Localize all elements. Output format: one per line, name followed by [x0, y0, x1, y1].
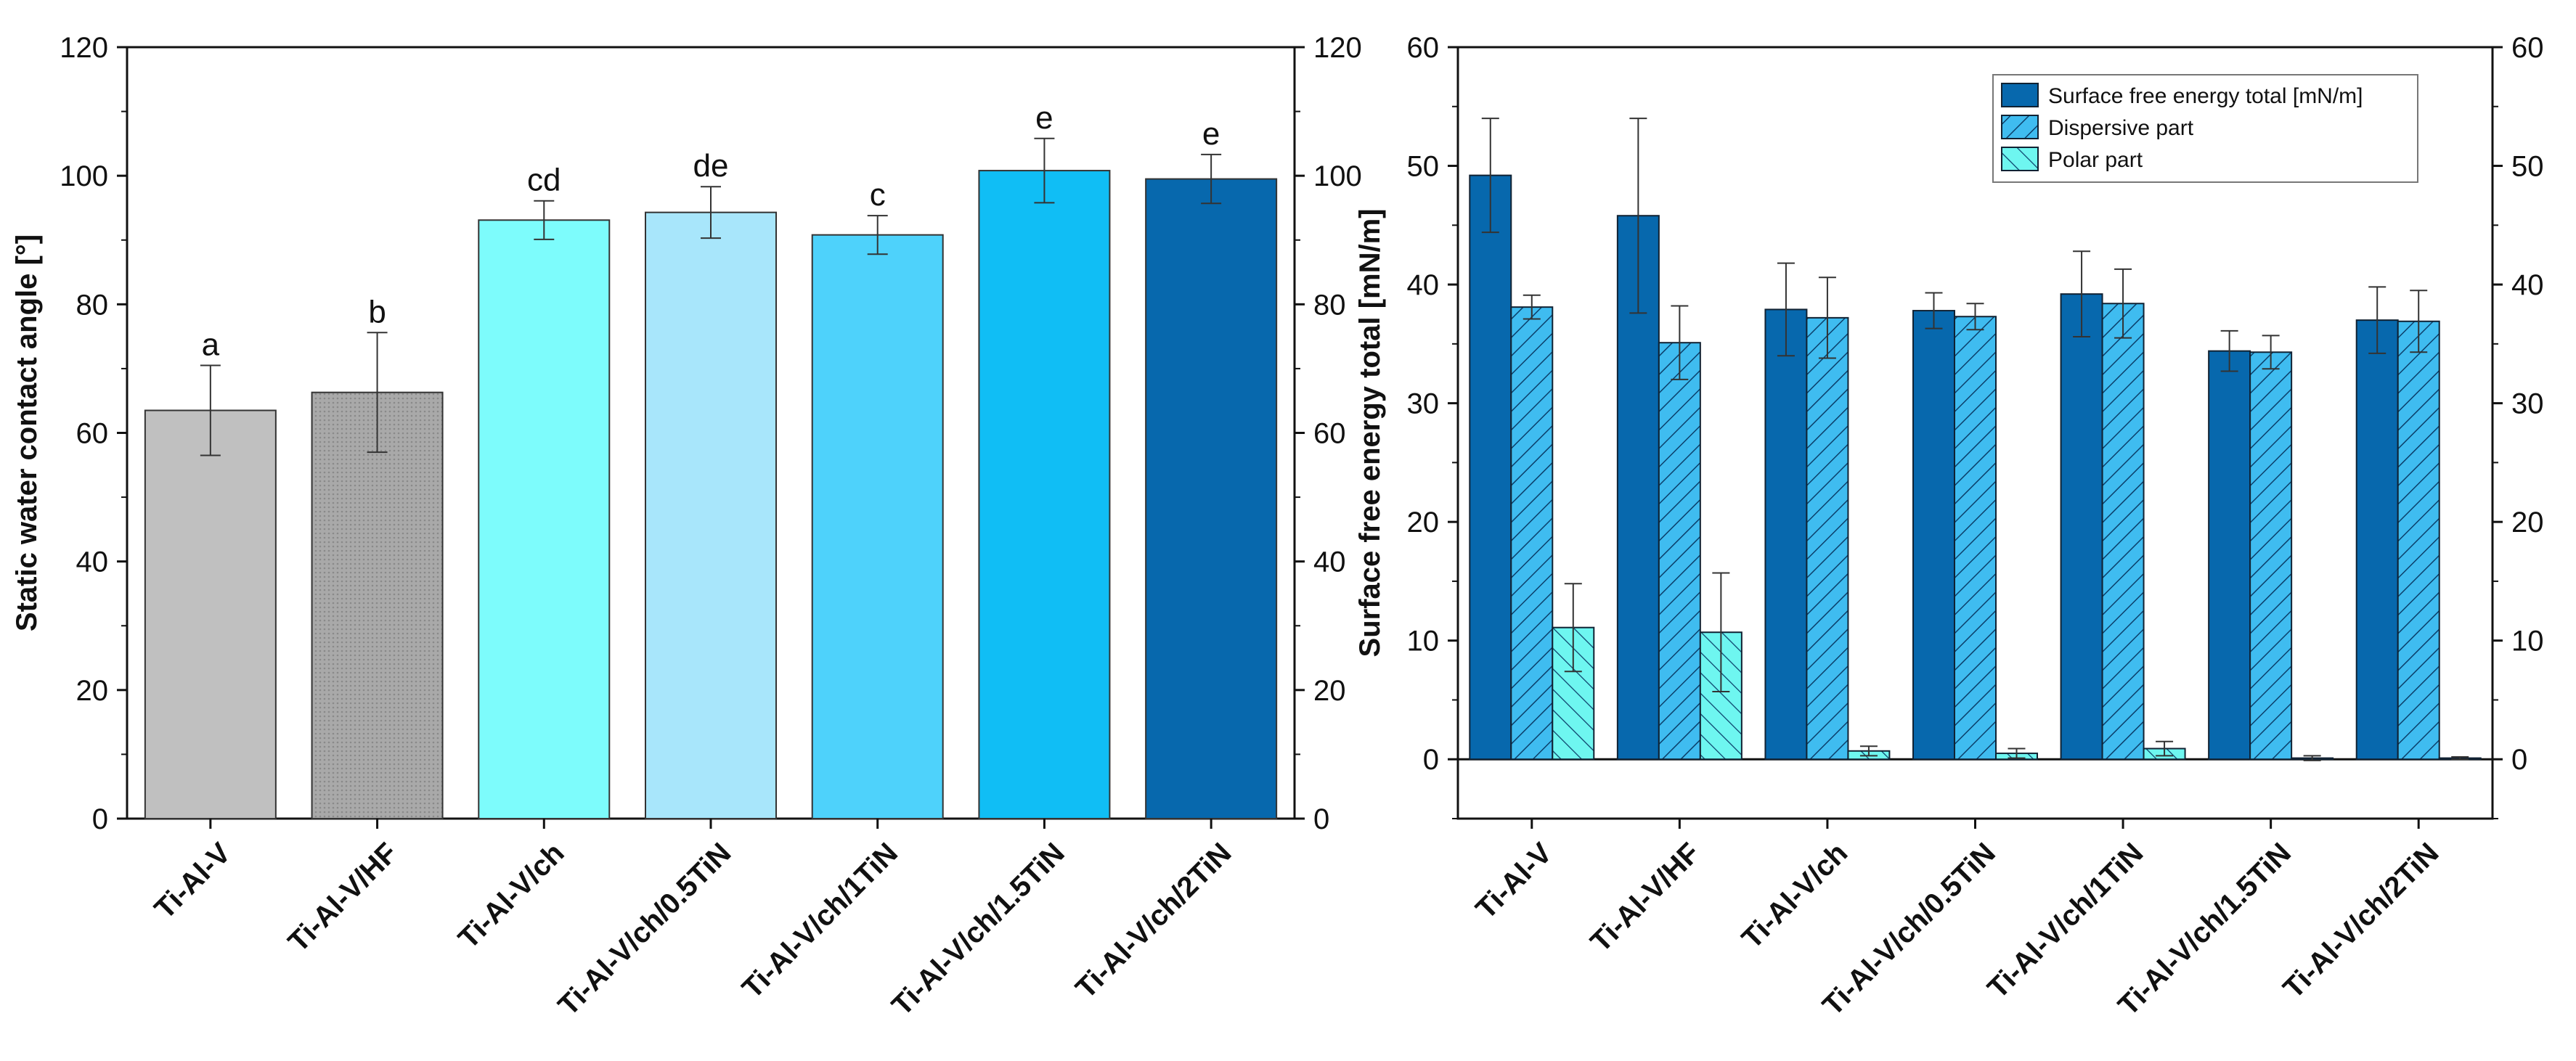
bar-dispersive-part-ti-al-v-hf — [1658, 342, 1701, 761]
significance-label-ti-al-v-ch-2tin: e — [1202, 116, 1220, 152]
legend-label-surface-free-energy-total-mn-m: Surface free energy total [mN/m] — [2048, 84, 2363, 108]
y-tick-label-right: 100 — [1313, 160, 1362, 192]
bar-surface-free-energy-total-mn-m-ti-al-v-ch-2tin — [2355, 319, 2399, 761]
y-tick-label-right: 80 — [1313, 289, 1346, 321]
bar-dispersive-part-ti-al-v — [1510, 306, 1554, 761]
y-tick-label-right: 30 — [2511, 388, 2544, 420]
y-tick-label-right: 60 — [2511, 32, 2544, 64]
x-tick-label-ti-al-v-ch-1-5tin: Ti-Al-V/ch/1.5TiN — [886, 837, 1071, 1022]
bar-surface-free-energy-total-mn-m-ti-al-v-ch-0-5tin — [1912, 310, 1955, 761]
legend-swatch-dispersive-part — [2001, 115, 2039, 139]
y-tick-label-right: 120 — [1313, 32, 1362, 64]
y-tick-label-left: 0 — [92, 803, 108, 835]
bar-surface-free-energy-total-mn-m-ti-al-v-ch-1-5tin — [2208, 350, 2251, 761]
y-tick-label-right: 40 — [2511, 269, 2544, 301]
legend: Surface free energy total [mN/m] Dispersi… — [1992, 74, 2418, 183]
bar-surface-free-energy-total-mn-m-ti-al-v-ch — [1764, 308, 1808, 761]
y-tick-label-left: 0 — [1423, 744, 1439, 776]
y-tick-label-left: 120 — [60, 32, 108, 64]
significance-label-ti-al-v-ch-0-5tin: de — [693, 148, 729, 184]
legend-swatch-surface-free-energy-total-mn-m — [2001, 83, 2039, 107]
y-tick-label-right: 60 — [1313, 418, 1346, 450]
legend-label-polar-part: Polar part — [2048, 148, 2143, 172]
significance-label-ti-al-v-ch: cd — [527, 163, 561, 198]
bar-dispersive-part-ti-al-v-ch-0-5tin — [1954, 316, 1997, 761]
x-tick-label-ti-al-v: Ti-Al-V — [148, 837, 237, 925]
x-tick-label-ti-al-v: Ti-Al-V — [1470, 837, 1558, 925]
bar-surface-free-energy-total-mn-m-ti-al-v — [1469, 174, 1512, 761]
significance-label-ti-al-v-ch-1-5tin: e — [1035, 100, 1053, 136]
bar-dispersive-part-ti-al-v-ch — [1806, 316, 1849, 761]
y-tick-label-left: 60 — [1407, 32, 1440, 64]
bar-ti-al-v-ch-2tin — [1145, 178, 1278, 820]
bar-ti-al-v-hf — [311, 391, 444, 819]
x-tick-label-ti-al-v-ch-2tin: Ti-Al-V/ch/2TiN — [1069, 837, 1237, 1004]
x-tick-label-ti-al-v-hf: Ti-Al-V/HF — [282, 837, 404, 958]
legend-label-dispersive-part: Dispersive part — [2048, 116, 2194, 140]
x-tick-label-ti-al-v-ch-1tin: Ti-Al-V/ch/1TiN — [1981, 837, 2149, 1004]
x-tick-label-ti-al-v-ch: Ti-Al-V/ch — [1736, 837, 1854, 955]
bar-ti-al-v-ch-1-5tin — [978, 170, 1111, 819]
y-tick-label-left: 10 — [1407, 626, 1440, 658]
y-tick-label-right: 10 — [2511, 626, 2544, 658]
y-tick-label-left: 50 — [1407, 151, 1440, 183]
y-axis-title: Static water contact angle [°] — [11, 234, 43, 631]
bar-ti-al-v-ch — [478, 219, 611, 819]
significance-label-ti-al-v: a — [202, 327, 220, 362]
bar-dispersive-part-ti-al-v-ch-2tin — [2397, 320, 2440, 761]
y-tick-label-right: 20 — [1313, 675, 1346, 707]
bar-dispersive-part-ti-al-v-ch-1tin — [2101, 303, 2145, 761]
surface-energy-chart: 0 0 10 10 20 20 30 30 40 40 50 50 60 60 Surface free e… — [1354, 32, 2544, 1022]
y-tick-label-left: 40 — [1407, 269, 1440, 301]
bar-surface-free-energy-total-mn-m-ti-al-v-ch-1tin — [2060, 293, 2103, 761]
contact-angle-chart: 0 0 20 20 40 40 60 60 80 80 100 100 120 120 Static wat… — [11, 32, 1362, 1022]
bar-ti-al-v — [144, 409, 277, 819]
y-axis-title: Surface free energy total [mN/m] — [1354, 209, 1386, 658]
x-tick-label-ti-al-v-hf: Ti-Al-V/HF — [1584, 837, 1705, 958]
significance-label-ti-al-v-hf: b — [368, 294, 386, 329]
y-tick-label-left: 60 — [76, 418, 109, 450]
legend-swatch-polar-part — [2001, 147, 2039, 171]
x-tick-label-ti-al-v-ch-0-5tin: Ti-Al-V/ch/0.5TiN — [553, 837, 738, 1022]
bar-dispersive-part-ti-al-v-ch-1-5tin — [2249, 351, 2293, 761]
y-tick-label-right: 0 — [1313, 803, 1329, 835]
legend-box — [1992, 74, 2418, 183]
y-tick-label-right: 0 — [2511, 744, 2527, 776]
bar-ti-al-v-ch-1tin — [811, 234, 944, 819]
y-tick-label-left: 30 — [1407, 388, 1440, 420]
y-tick-label-left: 20 — [1407, 507, 1440, 538]
x-tick-label-ti-al-v-ch-2tin: Ti-Al-V/ch/2TiN — [2277, 837, 2445, 1004]
bar-ti-al-v-ch-0-5tin — [645, 211, 777, 819]
y-tick-label-right: 50 — [2511, 151, 2544, 183]
y-tick-label-left: 100 — [60, 160, 108, 192]
significance-label-ti-al-v-ch-1tin: c — [870, 177, 886, 213]
x-tick-label-ti-al-v-ch-1tin: Ti-Al-V/ch/1TiN — [736, 837, 904, 1004]
x-tick-label-ti-al-v-ch: Ti-Al-V/ch — [452, 837, 571, 955]
y-tick-label-right: 20 — [2511, 507, 2544, 538]
y-tick-label-left: 40 — [76, 546, 109, 578]
y-tick-label-left: 20 — [76, 675, 109, 707]
y-tick-label-left: 80 — [76, 289, 109, 321]
y-tick-label-right: 40 — [1313, 546, 1346, 578]
